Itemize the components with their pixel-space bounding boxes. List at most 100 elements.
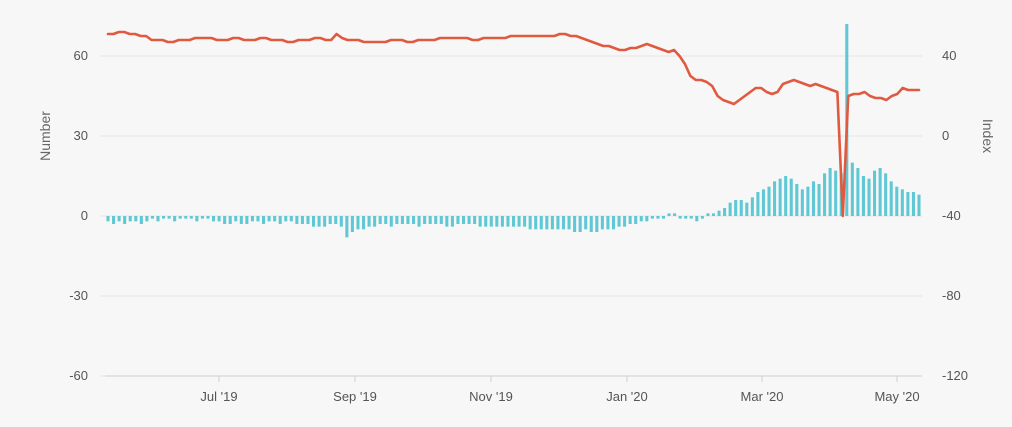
bar [134,216,138,222]
left-tick-label: 0 [81,208,88,223]
bar [328,216,332,224]
bar [306,216,310,224]
bar [350,216,354,232]
bar [545,216,549,230]
bar [567,216,571,230]
bar [106,216,110,222]
bar [778,178,782,216]
bar [273,216,277,222]
bar [578,216,582,232]
bar [300,216,304,224]
bar [695,216,699,222]
bar [850,162,854,216]
bar [684,216,688,219]
bar [706,213,710,216]
bar [339,216,343,227]
bar [867,178,871,216]
right-tick-label: -120 [942,368,968,383]
bar [689,216,693,219]
bar [528,216,532,230]
bar [817,184,821,216]
bar [406,216,410,224]
bar [289,216,293,222]
bar [228,216,232,224]
bar [739,200,743,216]
right-tick-label: 0 [942,128,949,143]
bar [523,216,527,227]
bar [611,216,616,230]
bar [245,216,249,224]
bar [745,202,749,216]
bar [206,216,210,219]
bar [895,186,899,216]
bar [434,216,438,224]
line-series [106,30,921,218]
bar [428,216,432,224]
bar [856,168,860,216]
index-line [106,30,921,218]
bar [312,216,316,227]
bar [761,189,765,216]
bar [823,173,827,216]
bar [728,202,732,216]
bar [806,186,810,216]
bar [900,189,904,216]
bar [673,213,677,216]
bar [700,216,704,219]
right-tick-label: -80 [942,288,961,303]
bar [423,216,427,224]
bar [456,216,460,224]
bar [317,216,321,227]
left-tick-label: 60 [74,48,88,63]
bar [534,216,538,230]
bar [784,176,788,216]
bar [873,170,877,216]
bar [667,213,671,216]
bar [606,216,610,230]
bar [678,216,682,219]
bar [750,197,754,216]
x-tick-label: Jan '20 [606,389,648,404]
bar [123,216,127,224]
left-tick-label: 30 [74,128,88,143]
bar [267,216,271,222]
bar [639,216,643,222]
x-tick-label: Jul '19 [200,389,237,404]
bar [117,216,121,222]
bar [334,216,338,224]
bar [634,216,638,224]
bar [223,216,227,224]
bar [128,216,132,222]
bar [323,216,327,227]
left-axis-ticks: 60 30 0 -30 -60 [69,48,88,383]
bar [212,216,216,222]
bar [295,216,299,224]
bar [795,184,799,216]
bar [173,216,177,222]
bar [262,216,266,224]
bar [717,210,721,216]
bar [878,168,882,216]
bar [650,216,654,219]
bar [378,216,382,224]
bar [284,216,288,222]
bar [517,216,521,227]
bar [623,216,627,227]
bar [511,216,516,227]
right-tick-label: 40 [942,48,956,63]
bar [556,216,560,230]
bar [439,216,443,224]
bar [178,216,182,219]
bar [811,181,815,216]
bar [373,216,377,227]
x-tick-label: Mar '20 [741,389,784,404]
bar [356,216,360,230]
bar [450,216,454,227]
bar [489,216,493,227]
bar [889,181,893,216]
bar [595,216,599,232]
right-axis-ticks: 40 0 -40 -80 -120 [942,48,968,383]
left-tick-label: -30 [69,288,88,303]
bar [461,216,466,224]
